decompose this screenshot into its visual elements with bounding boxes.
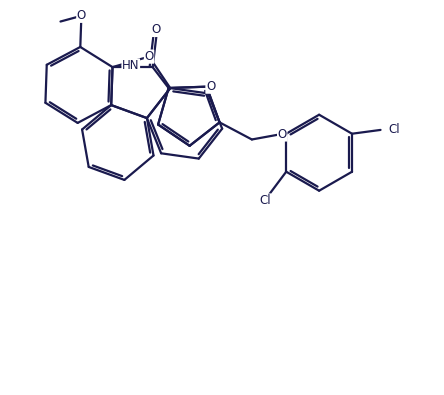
Text: Cl: Cl (259, 194, 271, 207)
Text: Cl: Cl (388, 123, 400, 136)
Text: O: O (144, 50, 154, 63)
Text: O: O (152, 23, 161, 36)
Text: O: O (278, 128, 287, 141)
Text: HN: HN (122, 59, 139, 72)
Text: O: O (206, 80, 215, 93)
Text: O: O (77, 9, 86, 23)
